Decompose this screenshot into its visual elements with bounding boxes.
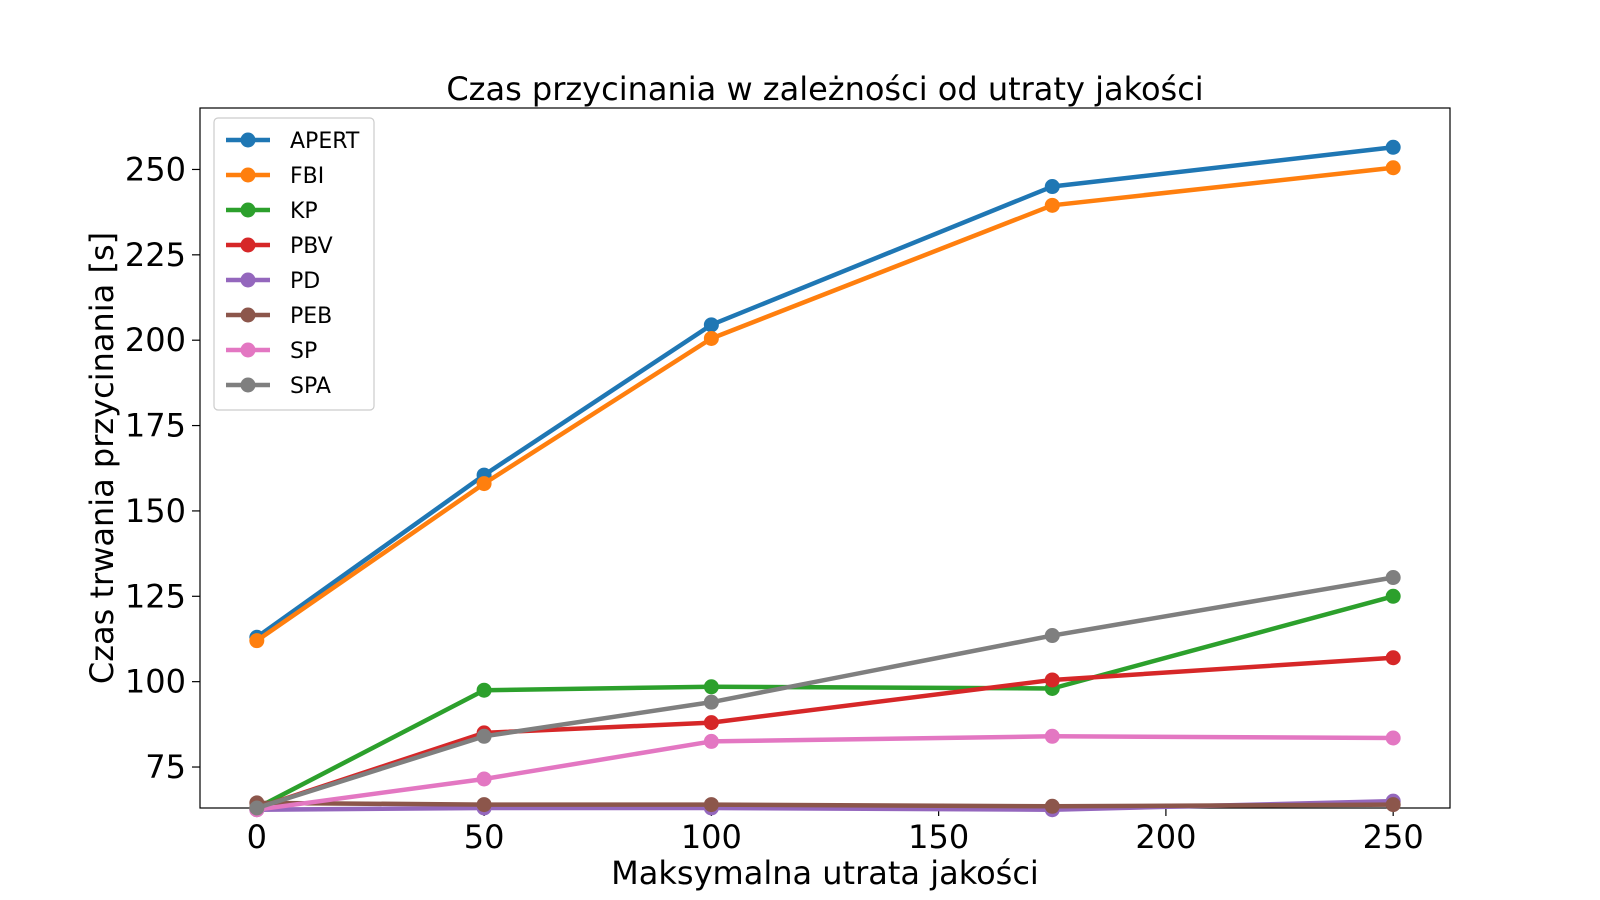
legend-label: PEB [290, 304, 332, 329]
data-point [249, 800, 265, 816]
data-point [1385, 160, 1401, 176]
y-tick-label: 100 [125, 663, 186, 701]
legend-marker [240, 167, 256, 183]
legend-item: PD [226, 269, 320, 294]
legend-label: FBI [290, 164, 324, 189]
data-point [703, 694, 719, 710]
legend-frame [213, 117, 375, 411]
series-fbi [249, 160, 1401, 649]
data-point [1044, 798, 1060, 814]
legend-label: APERT [290, 129, 360, 154]
data-point [1385, 650, 1401, 666]
data-point [703, 679, 719, 695]
legend-marker [240, 272, 256, 288]
data-point [703, 330, 719, 346]
legend-marker [240, 307, 256, 323]
y-tick-label: 225 [125, 236, 186, 274]
legend-item: SPA [226, 374, 331, 399]
legend-item: APERT [226, 129, 360, 154]
legend-marker [240, 237, 256, 253]
data-point [476, 476, 492, 492]
legend-label: KP [290, 199, 318, 224]
data-point [703, 733, 719, 749]
data-point [703, 317, 719, 333]
legend-item: KP [226, 199, 318, 224]
data-point [703, 797, 719, 813]
data-point [1044, 628, 1060, 644]
data-point [1044, 672, 1060, 688]
data-point [1385, 570, 1401, 586]
data-point [1385, 797, 1401, 813]
data-point [1385, 588, 1401, 604]
data-point [476, 797, 492, 813]
data-point [476, 682, 492, 698]
x-tick-label: 50 [464, 818, 505, 856]
data-point [703, 715, 719, 731]
x-tick-label: 200 [1135, 818, 1196, 856]
x-tick-label: 100 [681, 818, 742, 856]
x-tick-label: 250 [1363, 818, 1424, 856]
legend-label: SPA [290, 374, 331, 399]
legend-marker [240, 202, 256, 218]
data-point [1385, 730, 1401, 746]
y-tick-label: 125 [125, 577, 186, 615]
y-axis-label: Czas trwania przycinania [s] [83, 232, 121, 684]
series-spa [249, 570, 1401, 816]
x-axis-label: Maksymalna utrata jakości [611, 854, 1039, 892]
chart-title: Czas przycinania w zależności od utraty … [446, 70, 1203, 108]
x-axis-ticks: 0 50 100 150 200 250 [247, 808, 1424, 856]
series-layer [249, 139, 1401, 818]
legend-item: SP [226, 339, 317, 364]
legend-item: PEB [226, 304, 332, 329]
legend-marker [240, 132, 256, 148]
data-point [1044, 728, 1060, 744]
y-tick-label: 250 [125, 150, 186, 188]
legend-marker [240, 377, 256, 393]
data-point [249, 633, 265, 649]
y-axis-ticks: 75 100 125 150 175 200 225 250 [125, 150, 200, 786]
data-point [1044, 179, 1060, 195]
legend-marker [240, 342, 256, 358]
data-point [1044, 197, 1060, 213]
legend-label: PD [290, 269, 320, 294]
x-tick-label: 0 [247, 818, 267, 856]
legend-label: SP [290, 339, 317, 364]
plot-area [199, 107, 1451, 809]
data-point [1385, 139, 1401, 155]
legend: APERT FBI KP PBV PD PEB SP SPA [213, 117, 375, 411]
legend-label: PBV [290, 234, 333, 259]
data-point [476, 771, 492, 787]
y-tick-label: 150 [125, 492, 186, 530]
legend-item: PBV [226, 234, 333, 259]
series-line [254, 800, 1396, 809]
x-tick-label: 150 [908, 818, 969, 856]
y-tick-label: 200 [125, 321, 186, 359]
y-tick-label: 75 [145, 748, 186, 786]
data-point [476, 728, 492, 744]
legend-item: FBI [226, 164, 324, 189]
y-tick-label: 175 [125, 407, 186, 445]
